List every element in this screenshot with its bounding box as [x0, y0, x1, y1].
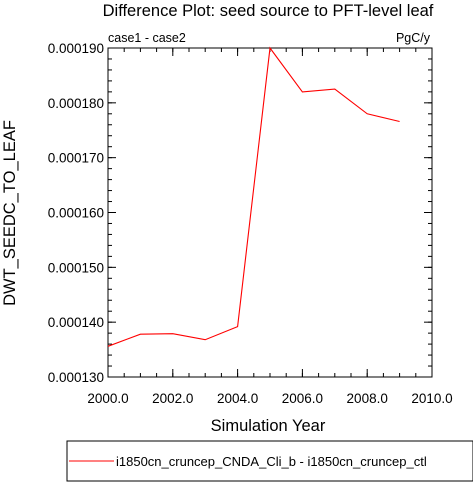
x-tick-label: 2010.0 [411, 391, 452, 406]
y-tick-label: 0.000150 [48, 260, 104, 275]
legend-box [66, 440, 473, 482]
series-layer [107, 46, 400, 347]
y-tick-label: 0.000170 [48, 151, 104, 166]
plot-area: 2000.0 2002.0 2004.0 2006.0 2008.0 2010.0 0.00… [48, 41, 453, 406]
x-tick-label: 2002.0 [152, 391, 193, 406]
x-tick-label: 2000.0 [87, 391, 128, 406]
y-tick-label: 0.000190 [48, 41, 104, 56]
y-tick-label: 0.000180 [48, 96, 104, 111]
y-tick-label: 0.000140 [48, 315, 104, 330]
series-line [107, 46, 400, 347]
y-tick-label: 0.000160 [48, 206, 104, 221]
legend-label: i1850cn_cruncep_CNDA_Cli_b - i1850cn_cru… [116, 454, 427, 469]
subtitle-left: case1 - case2 [108, 31, 186, 45]
x-tick-label: 2004.0 [217, 391, 258, 406]
subtitle-right: PgC/y [396, 31, 431, 45]
x-tick-label: 2008.0 [347, 391, 388, 406]
x-axis-label: Simulation Year [211, 417, 326, 435]
x-tick-label: 2006.0 [282, 391, 323, 406]
y-tick-label: 0.000130 [48, 370, 104, 385]
plot-frame [107, 47, 433, 378]
chart-title: Difference Plot: seed source to PFT-leve… [103, 2, 434, 20]
y-axis-label: DWT_SEEDC_TO_LEAF [1, 120, 19, 306]
